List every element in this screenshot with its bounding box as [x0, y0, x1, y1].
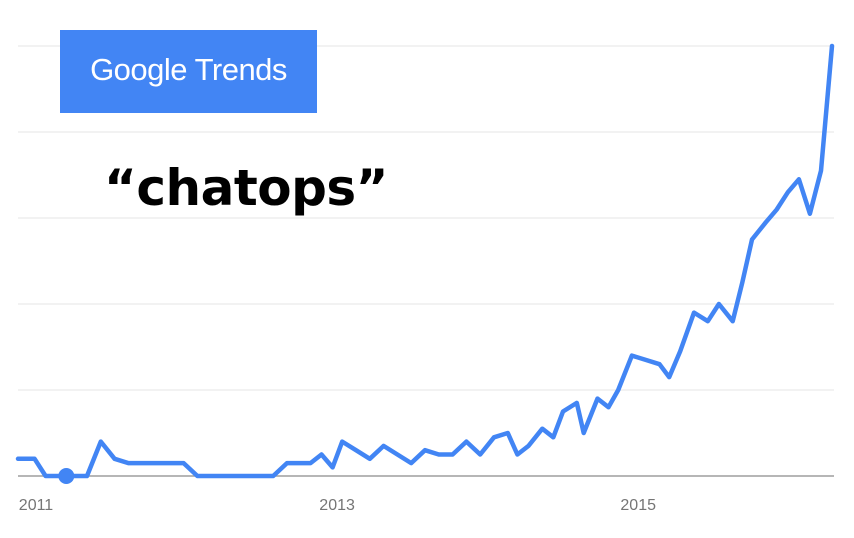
- x-tick-label: 2013: [319, 497, 355, 514]
- x-axis-tick-labels: 2011 2013 2015: [19, 497, 656, 514]
- interest-over-time-line: [15, 43, 835, 479]
- google-trends-logo: Google Trends: [60, 30, 317, 113]
- x-tick-label: 2015: [620, 497, 656, 514]
- search-term-title: “chatops”: [104, 159, 389, 217]
- google-trends-logo-text: Google Trends: [60, 30, 317, 113]
- logo-word-trends: Trends: [194, 52, 288, 87]
- highlighted-data-point[interactable]: [58, 468, 75, 484]
- x-tick-label: 2011: [19, 497, 54, 514]
- logo-word-google: Google: [90, 52, 188, 87]
